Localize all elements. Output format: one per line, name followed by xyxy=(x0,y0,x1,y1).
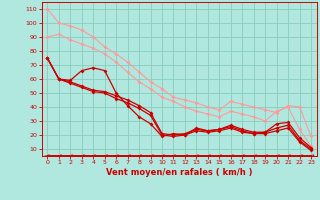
X-axis label: Vent moyen/en rafales ( km/h ): Vent moyen/en rafales ( km/h ) xyxy=(106,168,252,177)
